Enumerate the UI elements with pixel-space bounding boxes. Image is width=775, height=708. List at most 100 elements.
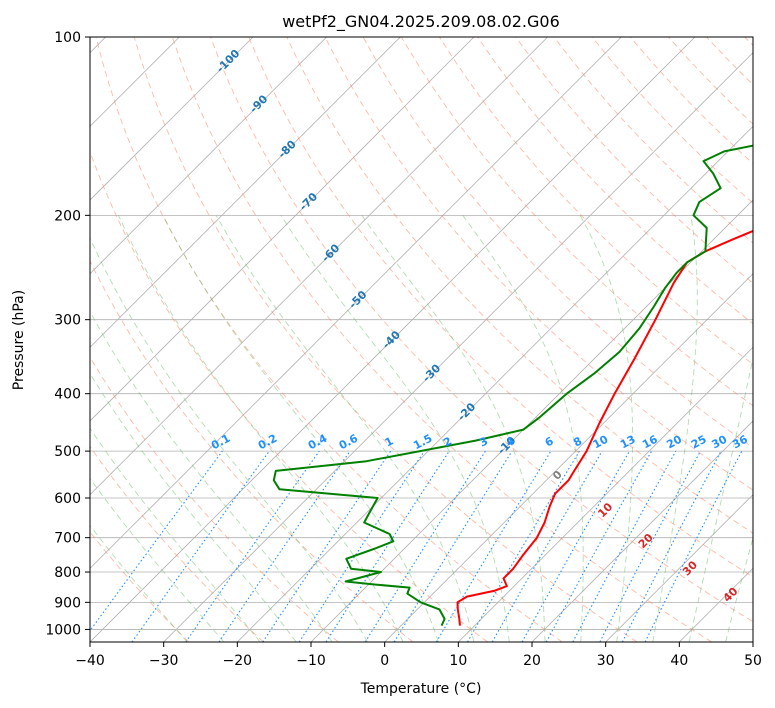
moist-adiabat-line: [762, 215, 775, 642]
moist-adiabat-label: 40: [721, 584, 741, 604]
moist-adiabat-line: [215, 215, 475, 642]
dry-adiabat-line: [668, 37, 753, 125]
isotherm-line: [531, 420, 753, 642]
moist-adiabat-line: [117, 215, 404, 642]
y-tick-label: 400: [54, 387, 81, 403]
isotherm-line: [679, 567, 753, 642]
moist-adiabat-line: [652, 215, 698, 642]
isotherm-line: [90, 37, 475, 422]
dry-adiabat-line: [90, 259, 414, 642]
x-tick-label: 30: [597, 653, 615, 669]
mixing-ratio-line: [599, 450, 701, 642]
mixing-ratio-line: [325, 450, 450, 642]
plot-frame: [89, 36, 754, 643]
mixing-ratio-label: 6: [543, 434, 556, 449]
isotherm-line: [90, 37, 254, 201]
moist-adiabat-line: [462, 215, 584, 642]
x-tick-label: 0: [380, 653, 389, 669]
dry-adiabat-label: -90: [247, 92, 270, 115]
mixing-ratio-label: 0.4: [306, 432, 330, 453]
isotherm-line: [605, 494, 753, 642]
moist-adiabat-line: [280, 215, 510, 642]
isotherm-line: [90, 37, 622, 569]
x-tick-label: −10: [296, 653, 326, 669]
chart-title: wetPf2_GN04.2025.209.08.02.G06: [282, 12, 560, 32]
moist-adiabat-label: 20: [636, 531, 656, 551]
x-tick-label: 40: [670, 653, 688, 669]
y-tick-label: 1000: [45, 622, 81, 638]
y-tick-label: 900: [54, 595, 81, 611]
isotherm-line: [90, 37, 327, 275]
dry-adiabat-line: [95, 37, 563, 642]
x-tick-label: −20: [223, 653, 253, 669]
mixing-ratio-line: [218, 450, 351, 642]
mixing-ratio-line: [521, 450, 630, 642]
dry-adiabat-label: -20: [455, 400, 478, 423]
y-axis-title: Pressure (hPa): [11, 290, 27, 390]
mixing-ratio-label: 20: [664, 433, 684, 452]
moist-adiabat-line: [90, 524, 188, 642]
moist-adiabat-label: 0: [550, 468, 565, 483]
moist-adiabats: [90, 215, 775, 642]
mixing-ratio-lines: [90, 450, 743, 642]
mixing-ratio-label: 10: [591, 433, 611, 452]
moist-adiabat-line: [725, 536, 753, 642]
y-tick-label: 100: [54, 30, 81, 46]
dewpoint-profile: [272, 144, 753, 627]
moist-adiabat-line: [90, 310, 333, 642]
x-tick-label: 10: [449, 653, 467, 669]
dry-adiabat-line: [706, 37, 753, 86]
dry-adiabat-label: -100: [214, 47, 243, 76]
mixing-ratio-line: [393, 450, 513, 642]
dry-adiabat-line: [553, 37, 753, 244]
isotherm-line: [458, 346, 753, 642]
x-tick-label: 20: [523, 653, 541, 669]
dry-adiabat-label: -70: [297, 190, 320, 213]
isotherm-line: [90, 37, 401, 348]
mixing-ratio-label: 30: [710, 433, 730, 452]
mixing-ratio-line: [90, 450, 223, 632]
dry-adiabat-line: [90, 531, 190, 642]
mixing-ratio-line: [185, 450, 320, 642]
dry-adiabat-line: [286, 37, 753, 534]
dry-adiabat-line: [515, 37, 753, 284]
isotherm-line: [90, 37, 696, 642]
dry-adiabat-line: [248, 37, 753, 578]
mixing-ratio-label: 36: [730, 433, 750, 452]
y-tick-label: 800: [54, 565, 81, 581]
isotherm-line: [90, 37, 548, 496]
profile-series: [272, 144, 753, 627]
isotherm-grid: [90, 37, 753, 642]
x-tick-label: −40: [75, 653, 105, 669]
mixing-ratio-label: 13: [618, 433, 638, 452]
moist-adiabat-line: [90, 427, 261, 642]
isotherm-line: [310, 199, 753, 642]
dry-adiabat-line: [90, 445, 264, 642]
mixing-ratio-line: [298, 450, 425, 642]
temperature-profile: [456, 229, 753, 626]
isotherm-line: [237, 125, 753, 642]
dry-adiabat-label: -80: [276, 138, 299, 161]
moist-adiabat-line: [688, 355, 753, 642]
moist-adiabat-line: [579, 215, 634, 642]
mixing-ratio-label: 8: [571, 434, 584, 449]
dry-adiabat-line: [90, 356, 339, 642]
isotherm-line: [384, 273, 753, 642]
x-axis-title: Temperature (°C): [360, 681, 482, 697]
dry-adiabat-label: -50: [346, 288, 369, 311]
moist-adiabat-line: [162, 215, 439, 642]
mixing-ratio-line: [545, 450, 653, 642]
moist-adiabat-line: [90, 372, 297, 642]
y-axis: 100 200 300 400 500 600 700 800 900 1000: [45, 30, 90, 638]
dry-adiabat-line: [133, 37, 638, 642]
x-tick-label: 50: [744, 653, 762, 669]
dry-adiabat-line: [171, 37, 712, 642]
dry-adiabat-line: [324, 37, 753, 491]
moist-adiabat-line: [361, 215, 546, 642]
mixing-ratio-line: [262, 450, 392, 642]
dry-adiabat-line: [591, 37, 753, 204]
isotherm-line: [163, 52, 753, 642]
dry-adiabat-line: [90, 150, 488, 642]
